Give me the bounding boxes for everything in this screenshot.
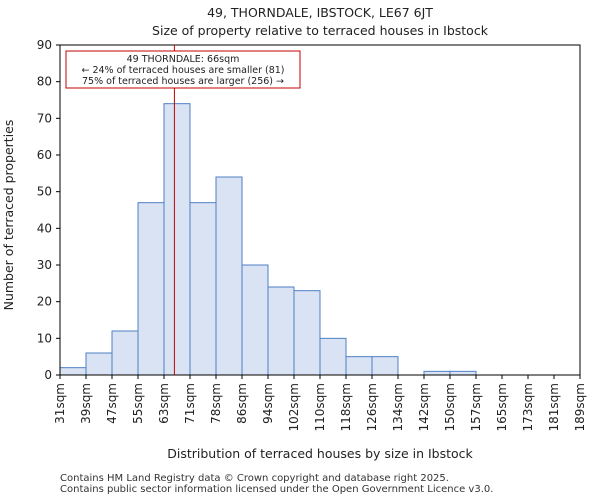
x-axis-ticks: 31sqm 39sqm 47sqm 55sqm 63sqm 71sqm 78sqm 86sqm… — [53, 375, 587, 431]
y-tick-label: 70 — [37, 111, 52, 125]
y-tick-label: 80 — [37, 75, 52, 89]
x-tick-label: 118sqm — [339, 383, 353, 431]
x-tick-label: 157sqm — [469, 383, 483, 431]
x-tick-label: 55sqm — [131, 383, 145, 424]
y-tick-label: 50 — [37, 185, 52, 199]
annotation-line-3: 75% of terraced houses are larger (256) … — [82, 76, 284, 87]
y-tick-label: 20 — [37, 295, 52, 309]
bar-142sqm — [423, 370, 451, 376]
bar-126sqm — [371, 356, 399, 376]
x-tick-label: 71sqm — [183, 383, 197, 424]
x-axis-label: Distribution of terraced houses by size … — [167, 446, 473, 461]
footer-line-1: Contains HM Land Registry data © Crown c… — [60, 473, 449, 484]
x-tick-label: 78sqm — [209, 383, 223, 424]
y-axis-label: Number of terraced properties — [1, 120, 16, 311]
x-tick-label: 31sqm — [53, 383, 67, 424]
bar-63sqm — [163, 103, 191, 376]
x-tick-label: 173sqm — [521, 383, 535, 431]
x-tick-label: 94sqm — [261, 383, 275, 424]
bar-31sqm — [59, 367, 87, 376]
bar-118sqm — [345, 356, 373, 376]
bar-55sqm — [137, 202, 165, 376]
x-tick-label: 86sqm — [235, 383, 249, 424]
x-tick-label: 102sqm — [287, 383, 301, 431]
x-tick-label: 181sqm — [547, 383, 561, 431]
x-tick-label: 134sqm — [391, 383, 405, 431]
y-tick-label: 10 — [37, 331, 52, 345]
y-tick-label: 60 — [37, 148, 52, 162]
x-tick-label: 142sqm — [417, 383, 431, 431]
x-tick-label: 63sqm — [157, 383, 171, 424]
footer-line-2: Contains public sector information licen… — [60, 484, 494, 495]
bar-150sqm — [449, 370, 477, 376]
bar-78sqm — [215, 176, 243, 376]
annotation-frame — [65, 50, 301, 89]
x-tick-label: 165sqm — [495, 383, 509, 431]
x-tick-label: 110sqm — [313, 383, 327, 431]
chart-subtitle: Size of property relative to terraced ho… — [152, 23, 489, 38]
y-tick-label: 40 — [37, 221, 52, 235]
x-tick-label: 189sqm — [573, 383, 587, 431]
bar-102sqm — [293, 290, 321, 376]
bar-39sqm — [85, 352, 113, 376]
plot-frame — [59, 44, 581, 376]
annotation-line-2: ← 24% of terraced houses are smaller (81… — [81, 65, 284, 76]
bar-94sqm — [267, 286, 295, 376]
x-tick-label: 39sqm — [79, 383, 93, 424]
x-tick-label: 150sqm — [443, 383, 457, 431]
chart-title: 49, THORNDALE, IBSTOCK, LE67 6JT — [207, 5, 433, 20]
bar-110sqm — [319, 337, 347, 376]
x-tick-label: 47sqm — [105, 383, 119, 424]
annotation-line-1: 49 THORNDALE: 66sqm — [127, 54, 240, 65]
y-tick-label: 90 — [37, 38, 52, 52]
bar-86sqm — [241, 264, 269, 376]
bar-47sqm — [111, 330, 139, 376]
bar-71sqm — [189, 202, 217, 376]
bars-group — [59, 103, 477, 376]
annotation-box: 49 THORNDALE: 66sqm ← 24% of terraced ho… — [65, 50, 301, 89]
y-tick-label: 0 — [44, 368, 52, 382]
y-tick-label: 30 — [37, 258, 52, 272]
y-axis-ticks: 0 10 20 30 40 50 60 70 80 90 — [37, 38, 60, 382]
x-tick-label: 126sqm — [365, 383, 379, 431]
